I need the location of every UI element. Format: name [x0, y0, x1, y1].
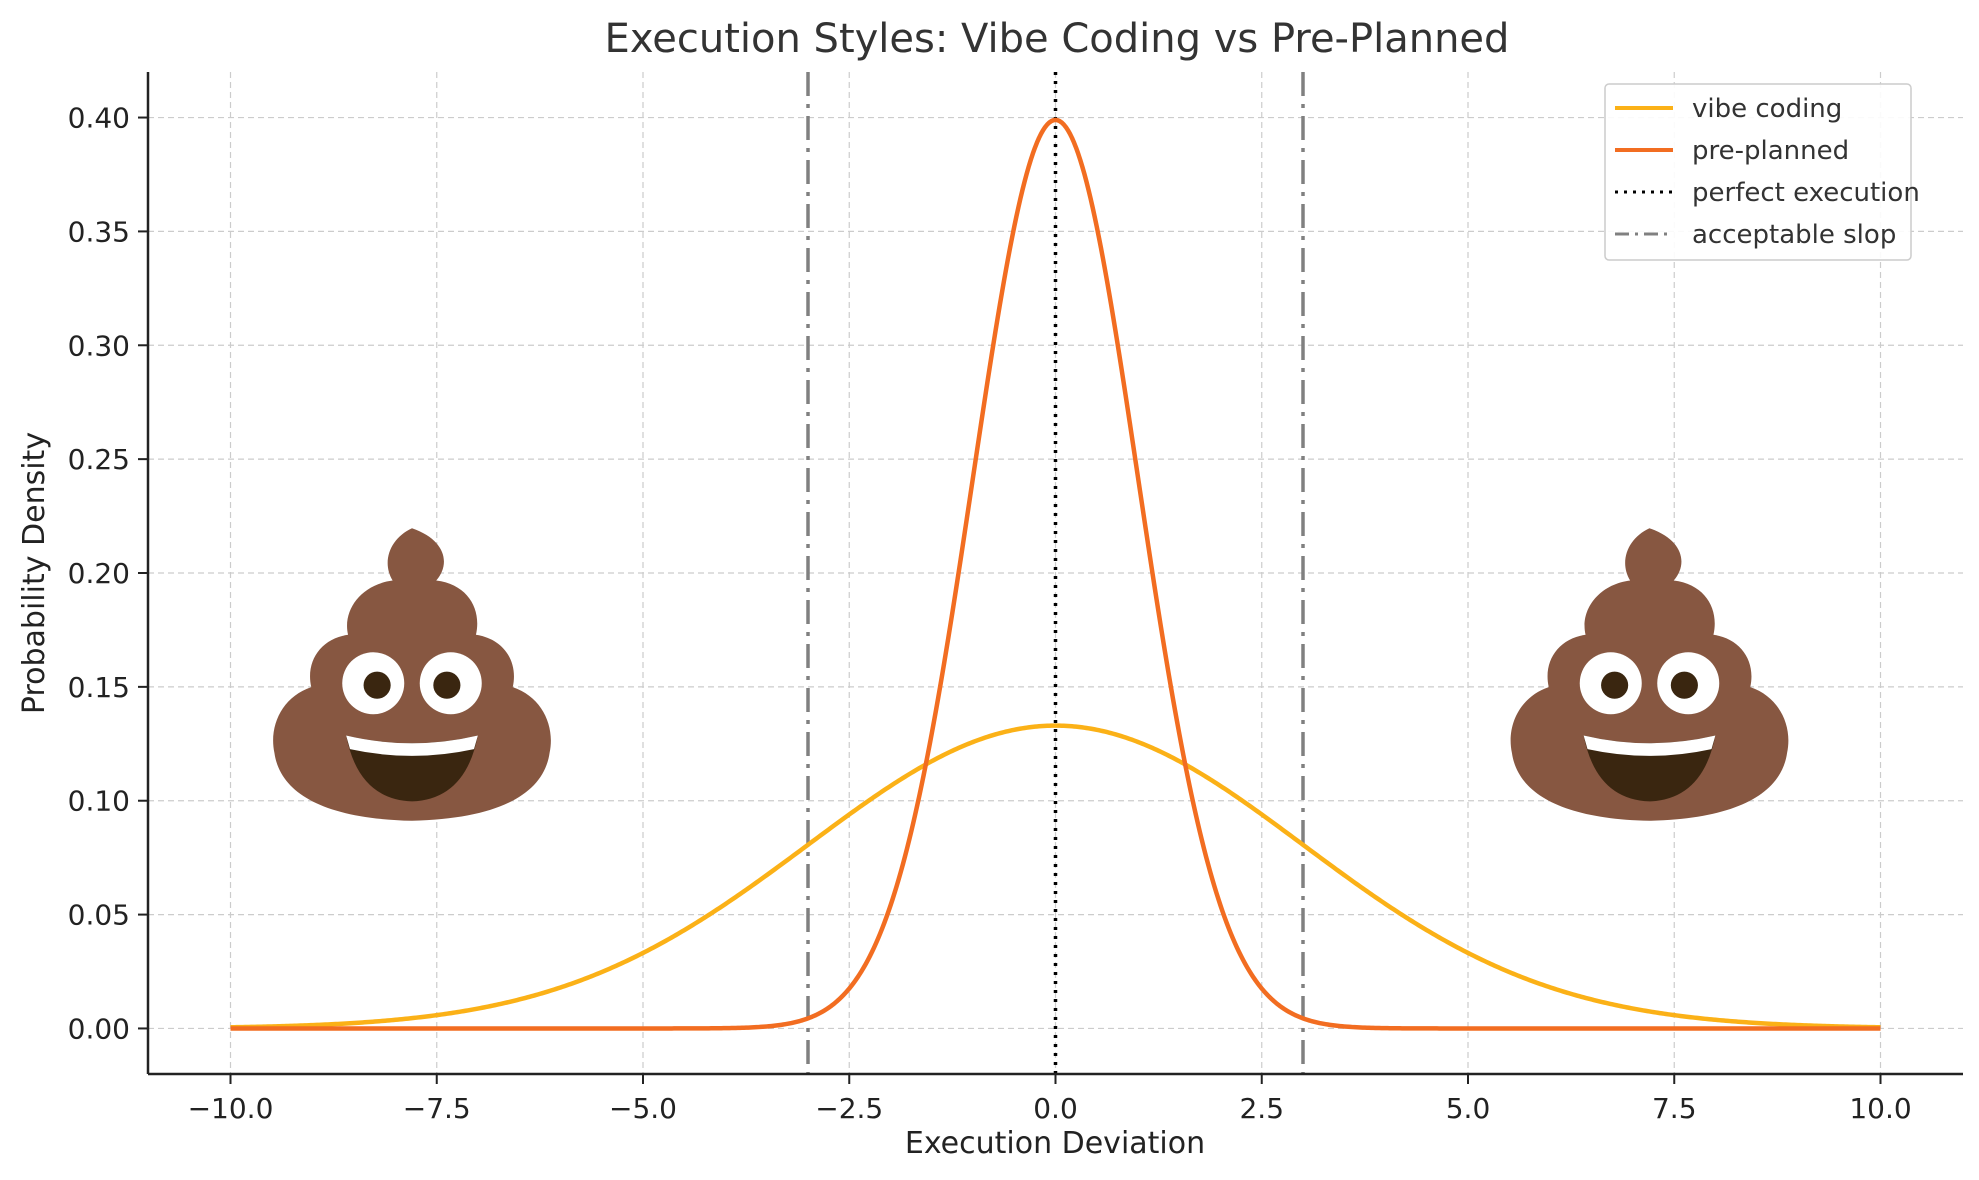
legend-box	[1604, 83, 1912, 261]
y-tick-label: 0.25	[68, 443, 130, 476]
x-tick-label: 0.0	[1033, 1092, 1078, 1125]
x-tick-label: −5.0	[609, 1092, 677, 1125]
y-ticks: 0.00 0.05 0.10 0.15 0.20 0.25 0.30 0.35 0.40	[68, 102, 148, 1045]
x-axis-label: Execution Deviation	[905, 1126, 1205, 1161]
y-tick-label: 0.30	[68, 329, 130, 362]
x-tick-label: 2.5	[1239, 1092, 1284, 1125]
y-tick-label: 0.05	[68, 899, 130, 932]
legend-label-acceptable-slop: acceptable slop	[1692, 220, 1896, 250]
y-tick-label: 0.00	[68, 1012, 130, 1045]
y-tick-label: 0.40	[68, 102, 130, 135]
y-tick-label: 0.15	[68, 671, 130, 704]
poop-emoji-icon	[273, 528, 551, 821]
plot-area	[230, 72, 1881, 1074]
x-tick-label: −10.0	[188, 1092, 274, 1125]
x-tick-label: 10.0	[1849, 1092, 1911, 1125]
y-tick-label: 0.10	[68, 785, 130, 818]
x-ticks: −10.0 −7.5 −5.0 −2.5 0.0 2.5 5.0 7.5 10.0	[188, 1074, 1912, 1125]
x-tick-label: 5.0	[1446, 1092, 1491, 1125]
x-tick-label: −7.5	[403, 1092, 471, 1125]
x-tick-label: −2.5	[815, 1092, 883, 1125]
legend-label-perfect-execution: perfect execution	[1692, 178, 1920, 208]
legend-label-vibe-coding: vibe coding	[1692, 94, 1842, 124]
y-tick-label: 0.20	[68, 557, 130, 590]
legend: vibe coding pre-planned perfect executio…	[1604, 83, 1920, 261]
x-tick-label: 7.5	[1652, 1092, 1697, 1125]
legend-label-pre-planned: pre-planned	[1692, 136, 1849, 166]
annotations	[273, 528, 1789, 821]
y-axis-label: Probability Density	[17, 432, 52, 714]
chart-title: Execution Styles: Vibe Coding vs Pre-Pla…	[605, 16, 1510, 62]
y-tick-label: 0.35	[68, 215, 130, 248]
series-line-pre-planned	[230, 117, 1881, 1031]
poop-emoji-icon	[1510, 528, 1789, 821]
series-line-vibe-coding	[230, 723, 1881, 1030]
